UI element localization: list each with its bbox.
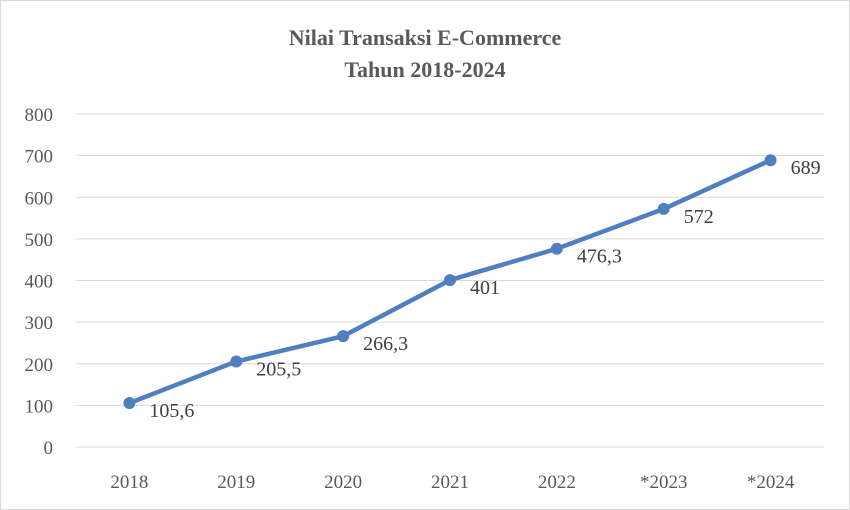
y-tick-label: 300 bbox=[25, 313, 54, 334]
x-tick-label: 2022 bbox=[538, 472, 576, 493]
data-label: 401 bbox=[470, 277, 500, 299]
y-tick-label: 0 bbox=[44, 438, 54, 459]
x-tick-label: *2023 bbox=[640, 472, 688, 493]
y-tick-label: 100 bbox=[25, 396, 54, 417]
y-tick-label: 200 bbox=[25, 355, 54, 376]
x-tick-label: *2024 bbox=[747, 472, 795, 493]
x-tick-label: 2019 bbox=[217, 472, 255, 493]
chart-title-line-2: Tahun 2018-2024 bbox=[344, 57, 505, 82]
data-label: 572 bbox=[684, 206, 714, 228]
data-point bbox=[337, 330, 350, 343]
x-axis-ticks: 2018 2019 2020 2021 2022 *2023 *2024 bbox=[110, 472, 794, 493]
data-point bbox=[657, 202, 670, 215]
data-label: 205,5 bbox=[256, 358, 301, 380]
y-tick-label: 700 bbox=[25, 147, 54, 168]
data-label: 476,3 bbox=[577, 246, 622, 268]
y-tick-label: 800 bbox=[25, 105, 54, 126]
y-tick-label: 600 bbox=[25, 188, 54, 209]
series-layer bbox=[123, 154, 777, 410]
y-axis-ticks: 0 100 200 300 400 500 600 700 800 bbox=[25, 105, 54, 459]
chart-title-line-1: Nilai Transaksi E-Commerce bbox=[289, 25, 562, 50]
data-labels: 105,6 205,5 266,3 401 476,3 572 689 bbox=[149, 157, 820, 422]
x-tick-label: 2018 bbox=[110, 472, 148, 493]
data-point bbox=[550, 242, 563, 255]
data-label: 266,3 bbox=[363, 333, 408, 355]
data-point bbox=[764, 154, 777, 167]
data-label: 689 bbox=[791, 157, 821, 179]
y-tick-label: 500 bbox=[25, 230, 54, 251]
data-point bbox=[444, 274, 456, 287]
data-point bbox=[123, 397, 136, 410]
data-point bbox=[230, 355, 243, 368]
x-tick-label: 2021 bbox=[431, 472, 469, 493]
x-tick-label: 2020 bbox=[324, 472, 362, 493]
y-tick-label: 400 bbox=[25, 272, 54, 293]
data-label: 105,6 bbox=[149, 400, 194, 422]
